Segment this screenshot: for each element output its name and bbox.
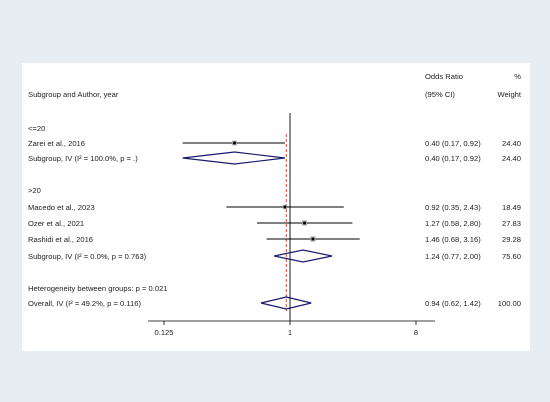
row-weight: 24.40 — [502, 139, 521, 148]
or-header-line1: Odds Ratio — [425, 72, 463, 81]
x-tick-label: 0.125 — [154, 328, 173, 337]
row-weight: 29.28 — [502, 235, 521, 244]
subgroup-diamond — [182, 151, 286, 165]
point-estimate — [311, 237, 315, 241]
or-header-line2: (95% CI) — [425, 90, 455, 99]
row-ci-text: 0.40 (0.17, 0.92) — [425, 154, 481, 163]
study-column-header: Subgroup and Author, year — [28, 90, 119, 99]
row-label: Heterogeneity between groups: p = 0.021 — [28, 284, 168, 293]
weight-header-line1: % — [514, 72, 521, 81]
row-weight: 100.00 — [498, 299, 521, 308]
weight-header-line2: Weight — [498, 90, 522, 99]
point-estimate — [232, 141, 236, 145]
row-ci-text: 1.46 (0.68, 3.16) — [425, 235, 481, 244]
row-label: Zarei et al., 2016 — [28, 139, 85, 148]
row-label: Macedo et al., 2023 — [28, 203, 95, 212]
row-label: Subgroup, IV (I² = 100.0%, p = .) — [28, 154, 138, 163]
row-ci-text: 1.27 (0.58, 2.80) — [425, 219, 481, 228]
row-label: Subgroup, IV (I² = 0.0%, p = 0.763) — [28, 252, 147, 261]
subgroup-diamond — [274, 249, 333, 263]
x-tick-label: 8 — [414, 328, 418, 337]
row-label: Overall, IV (I² = 49.2%, p = 0.116) — [28, 299, 141, 308]
row-weight: 27.83 — [502, 219, 521, 228]
row-label: >20 — [28, 186, 41, 195]
row-ci-text: 0.40 (0.17, 0.92) — [425, 139, 481, 148]
row-label: <=20 — [28, 124, 45, 133]
row-weight: 24.40 — [502, 154, 521, 163]
row-ci-text: 0.92 (0.35, 2.43) — [425, 203, 481, 212]
row-ci-text: 0.94 (0.62, 1.42) — [425, 299, 481, 308]
point-estimate — [283, 205, 287, 209]
row-label: Ozer et al., 2021 — [28, 219, 84, 228]
row-weight: 18.49 — [502, 203, 521, 212]
point-estimate — [302, 221, 306, 225]
overall-diamond — [260, 296, 312, 310]
row-label: Rashidi et al., 2016 — [28, 235, 93, 244]
x-tick-label: 1 — [288, 328, 292, 337]
row-weight: 75.60 — [502, 252, 521, 261]
row-ci-text: 1.24 (0.77, 2.00) — [425, 252, 481, 261]
